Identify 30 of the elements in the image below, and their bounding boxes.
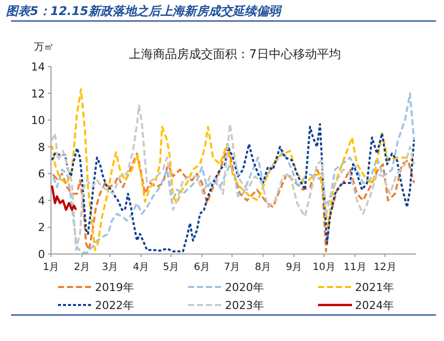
x-tick-label: 2月 (74, 262, 90, 273)
y-tick-label: 8 (38, 140, 45, 154)
y-tick-label: 14 (31, 60, 45, 74)
x-tick-label: 4月 (132, 262, 150, 273)
legend-label: 2023年 (225, 299, 264, 312)
x-tick-label: 11月 (344, 262, 366, 273)
y-tick-label: 2 (38, 221, 45, 234)
y-tick-label: 4 (38, 194, 45, 208)
chart-subtitle: 上海商品房成交面积：7日中心移动平均 (129, 47, 341, 61)
y-axis-title: 万㎡ (34, 42, 54, 53)
legend-label: 2019年 (95, 281, 134, 294)
x-tick-label: 5月 (162, 262, 180, 273)
x-tick-label: 9月 (286, 262, 302, 273)
legend-label: 2020年 (225, 281, 264, 294)
line-series (50, 184, 78, 211)
x-tick-label: 8月 (254, 262, 272, 273)
x-tick-label: 10月 (312, 262, 336, 273)
chart-title: 图表5：12.15新政落地之后上海新房成交延续偏弱 (6, 4, 282, 18)
x-tick-label: 12月 (374, 262, 396, 273)
x-tick-label: 7月 (224, 262, 240, 273)
x-tick-label: 1月 (42, 262, 60, 273)
y-tick-label: 10 (31, 114, 45, 128)
legend-label: 2024年 (355, 299, 394, 312)
legend-label: 2022年 (95, 299, 134, 312)
x-tick-label: 3月 (102, 262, 118, 273)
legend-label: 2021年 (355, 281, 394, 294)
x-tick-label: 6月 (194, 262, 210, 273)
y-tick-label: 6 (38, 168, 45, 181)
y-tick-label: 0 (38, 248, 45, 261)
y-tick-label: 12 (31, 87, 45, 100)
